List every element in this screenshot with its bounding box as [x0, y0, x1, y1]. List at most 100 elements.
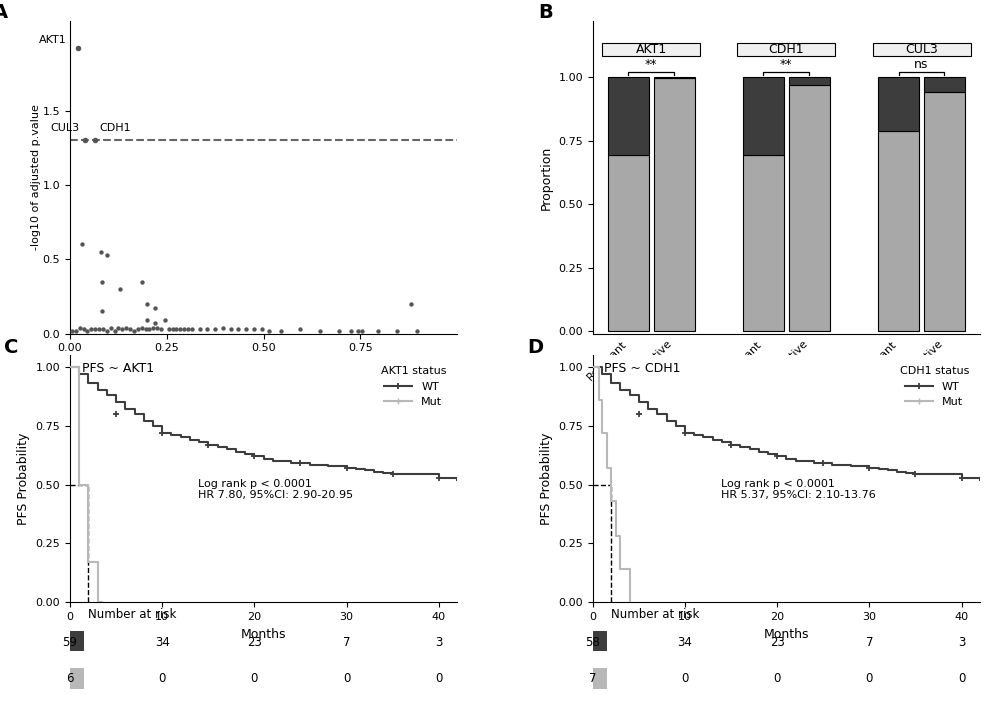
- Text: Log rank p < 0.0001
HR 5.37, 95%CI: 2.10-13.76: Log rank p < 0.0001 HR 5.37, 95%CI: 2.10…: [721, 479, 875, 501]
- Text: B: B: [539, 3, 553, 21]
- Point: [134, 322, 150, 334]
- Point: [141, 324, 157, 335]
- X-axis label: Months: Months: [764, 628, 809, 640]
- Point: [114, 324, 130, 335]
- Point: [87, 324, 103, 335]
- Point: [87, 134, 103, 146]
- Text: CUL3: CUL3: [51, 124, 80, 133]
- Point: [70, 43, 86, 54]
- Text: Number at risk: Number at risk: [88, 608, 177, 621]
- Text: 58: 58: [585, 636, 600, 649]
- Point: [350, 325, 366, 337]
- Text: D: D: [527, 338, 543, 356]
- Text: 6: 6: [66, 672, 74, 685]
- Bar: [878, 77, 919, 131]
- Point: [157, 315, 173, 326]
- Text: **: **: [780, 58, 793, 71]
- Text: 3: 3: [958, 636, 965, 649]
- Point: [149, 322, 165, 334]
- Point: [147, 302, 163, 314]
- Point: [207, 324, 223, 335]
- Point: [99, 249, 115, 261]
- Text: 0: 0: [251, 672, 258, 685]
- Point: [93, 246, 109, 258]
- Bar: [608, 77, 649, 155]
- Point: [122, 324, 138, 335]
- Bar: [789, 77, 830, 84]
- Bar: [608, 155, 649, 331]
- Y-axis label: PFS Probability: PFS Probability: [17, 432, 30, 525]
- Text: ns: ns: [914, 58, 929, 71]
- Point: [112, 283, 128, 295]
- Y-axis label: Proportion: Proportion: [540, 146, 553, 209]
- Bar: [65, 668, 84, 689]
- Text: CDH1: CDH1: [769, 43, 804, 56]
- Text: **: **: [645, 58, 657, 71]
- Point: [343, 325, 359, 337]
- Bar: [588, 631, 607, 651]
- Point: [77, 134, 93, 146]
- Legend: WT, Mut: WT, Mut: [894, 361, 974, 413]
- Text: 3: 3: [435, 636, 442, 649]
- Point: [389, 325, 405, 337]
- Bar: [65, 631, 84, 651]
- Point: [153, 324, 169, 335]
- Polygon shape: [873, 43, 971, 55]
- Point: [165, 324, 181, 335]
- Bar: [924, 92, 965, 331]
- Text: 0: 0: [958, 672, 965, 685]
- Point: [110, 322, 126, 334]
- Point: [118, 322, 134, 334]
- Point: [223, 324, 239, 335]
- Point: [72, 322, 88, 334]
- Point: [176, 324, 192, 335]
- Text: 7: 7: [866, 636, 873, 649]
- Point: [64, 325, 80, 337]
- Y-axis label: -log10 of adjusted p.value: -log10 of adjusted p.value: [31, 104, 41, 251]
- Text: 59: 59: [63, 636, 77, 649]
- Text: 0: 0: [773, 672, 781, 685]
- Point: [312, 325, 328, 337]
- Text: CUL3: CUL3: [905, 43, 938, 56]
- Bar: [588, 668, 607, 689]
- Point: [261, 325, 277, 337]
- Text: 23: 23: [770, 636, 785, 649]
- Point: [331, 325, 347, 337]
- Point: [68, 325, 84, 337]
- Text: 0: 0: [435, 672, 442, 685]
- Point: [292, 324, 308, 335]
- Point: [180, 324, 196, 335]
- Text: 0: 0: [159, 672, 166, 685]
- Text: 34: 34: [155, 636, 170, 649]
- Text: AKT1: AKT1: [636, 43, 667, 56]
- Point: [199, 324, 215, 335]
- Point: [91, 324, 107, 335]
- Point: [83, 324, 99, 335]
- Point: [215, 322, 231, 334]
- Point: [354, 325, 370, 337]
- Point: [145, 322, 161, 334]
- Bar: [743, 77, 784, 155]
- Y-axis label: PFS Probability: PFS Probability: [540, 432, 553, 525]
- Text: 23: 23: [247, 636, 262, 649]
- Text: A: A: [0, 3, 8, 21]
- Text: 7: 7: [343, 636, 350, 649]
- Point: [138, 324, 154, 335]
- Point: [172, 324, 188, 335]
- Point: [273, 325, 289, 337]
- Text: Log rank p < 0.0001
HR 7.80, 95%CI: 2.90-20.95: Log rank p < 0.0001 HR 7.80, 95%CI: 2.90…: [198, 479, 353, 501]
- Point: [126, 325, 142, 337]
- Point: [76, 324, 92, 335]
- Text: PFS ~ AKT1: PFS ~ AKT1: [82, 362, 154, 376]
- Point: [94, 306, 110, 317]
- Point: [246, 324, 262, 335]
- Polygon shape: [737, 43, 835, 55]
- X-axis label: Variation frequency: Variation frequency: [202, 359, 325, 372]
- Point: [168, 324, 184, 335]
- Point: [409, 325, 425, 337]
- Text: PFS ~ CDH1: PFS ~ CDH1: [604, 362, 681, 376]
- Point: [139, 298, 155, 310]
- Point: [147, 317, 163, 329]
- Text: AKT1: AKT1: [39, 36, 67, 45]
- Point: [184, 324, 200, 335]
